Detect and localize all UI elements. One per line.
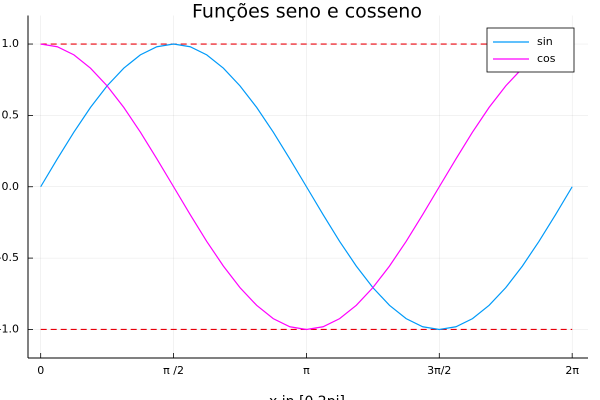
x-tick-label: 2π	[565, 364, 579, 377]
y-tick-label: 0.5	[2, 108, 20, 121]
x-tick-label: π /2	[163, 364, 184, 377]
x-axis-label: x in [0,2pi]	[269, 394, 345, 400]
series-line	[40, 43, 573, 331]
series-line	[40, 43, 573, 331]
x-tick-label: 0	[37, 364, 44, 377]
x-tick-label: 3π/2	[427, 364, 451, 377]
y-tick-label: 0.0	[2, 180, 20, 193]
legend-box	[486, 27, 575, 73]
y-tick-label: -1.0	[0, 322, 19, 335]
x-tick-label: π	[303, 364, 310, 377]
legend-label: cos	[537, 52, 556, 65]
chart-title: Funções seno e cosseno	[192, 1, 422, 23]
legend-label: sin	[537, 35, 553, 48]
y-tick-label: -0.5	[0, 251, 19, 264]
y-tick-label: 1.0	[2, 37, 20, 50]
